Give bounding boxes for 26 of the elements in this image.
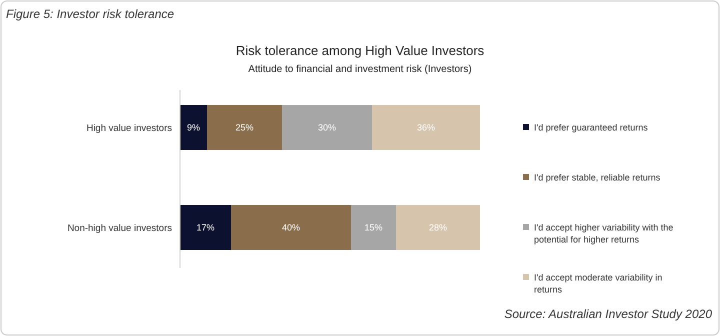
legend-label: I'd prefer guaranteed returns: [534, 122, 648, 133]
bar: [372, 105, 480, 150]
chart-subtitle: Attitude to financial and investment risk (Investors): [248, 64, 472, 75]
legend-label: I'd prefer stable, reliable returns: [534, 172, 661, 183]
bar: [396, 205, 480, 250]
bar: [231, 205, 351, 250]
source-note: Source: Australian Investor Study 2020: [504, 307, 712, 321]
data-label: 36%: [416, 122, 436, 133]
bar: [351, 205, 396, 250]
y-tick-label: Non-high value investors: [67, 222, 172, 234]
bar: [180, 105, 207, 150]
data-label: 17%: [196, 222, 215, 233]
caption: Figure 5: Investor risk tolerance: [6, 7, 174, 21]
data-label: 25%: [235, 122, 254, 133]
data-label: 15%: [364, 222, 383, 233]
legend-label: I'd accept higher variability with the potential for higher returns: [534, 222, 674, 244]
data-label: 28%: [428, 222, 448, 233]
bar: [180, 205, 231, 250]
y-tick-label: High value investors: [86, 122, 172, 134]
data-label: 40%: [282, 222, 300, 233]
chart-title: Risk tolerance among High Value Investors: [236, 43, 485, 58]
bar: [207, 105, 282, 150]
data-label: 30%: [318, 122, 336, 133]
bar: [282, 105, 372, 150]
legend-label: I'd accept moderate variability in returns: [534, 272, 662, 294]
data-label: 9%: [186, 122, 200, 133]
